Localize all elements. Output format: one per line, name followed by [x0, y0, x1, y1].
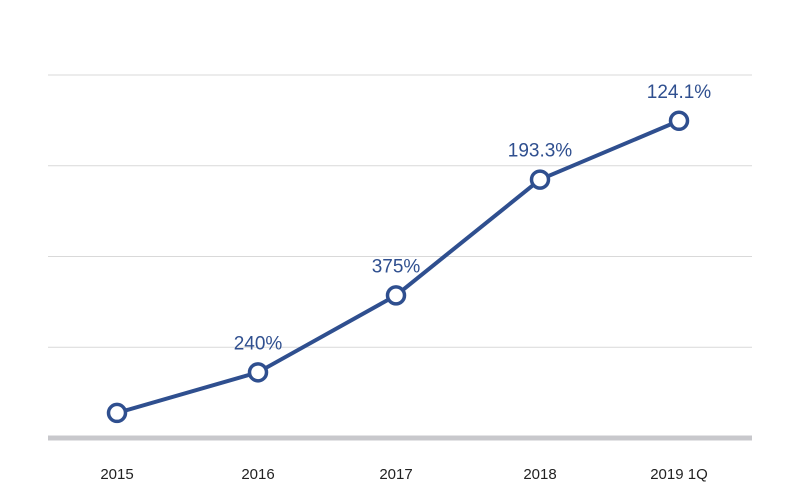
data-point: [668, 110, 690, 132]
x-axis-ticks: 2015 2016 2017 2018 2019 1Q: [100, 466, 707, 483]
label-layer: 240% 375% 193.3% 124.1%: [234, 82, 712, 355]
grid-layer: [48, 74, 752, 441]
data-label: 375%: [372, 256, 421, 277]
data-label: 124.1%: [647, 82, 712, 103]
data-point: [529, 169, 551, 190]
data-point: [106, 402, 128, 424]
data-label: 193.3%: [508, 141, 573, 162]
x-tick-label: 2018: [523, 466, 556, 483]
series-layer: [106, 110, 690, 424]
data-point: [247, 362, 269, 383]
data-point: [385, 285, 407, 306]
data-label: 240%: [234, 333, 283, 354]
x-tick-label: 2017: [379, 466, 412, 483]
x-tick-label: 2015: [100, 466, 133, 483]
x-tick-label: 2019 1Q: [650, 466, 708, 483]
x-tick-label: 2016: [241, 466, 274, 483]
